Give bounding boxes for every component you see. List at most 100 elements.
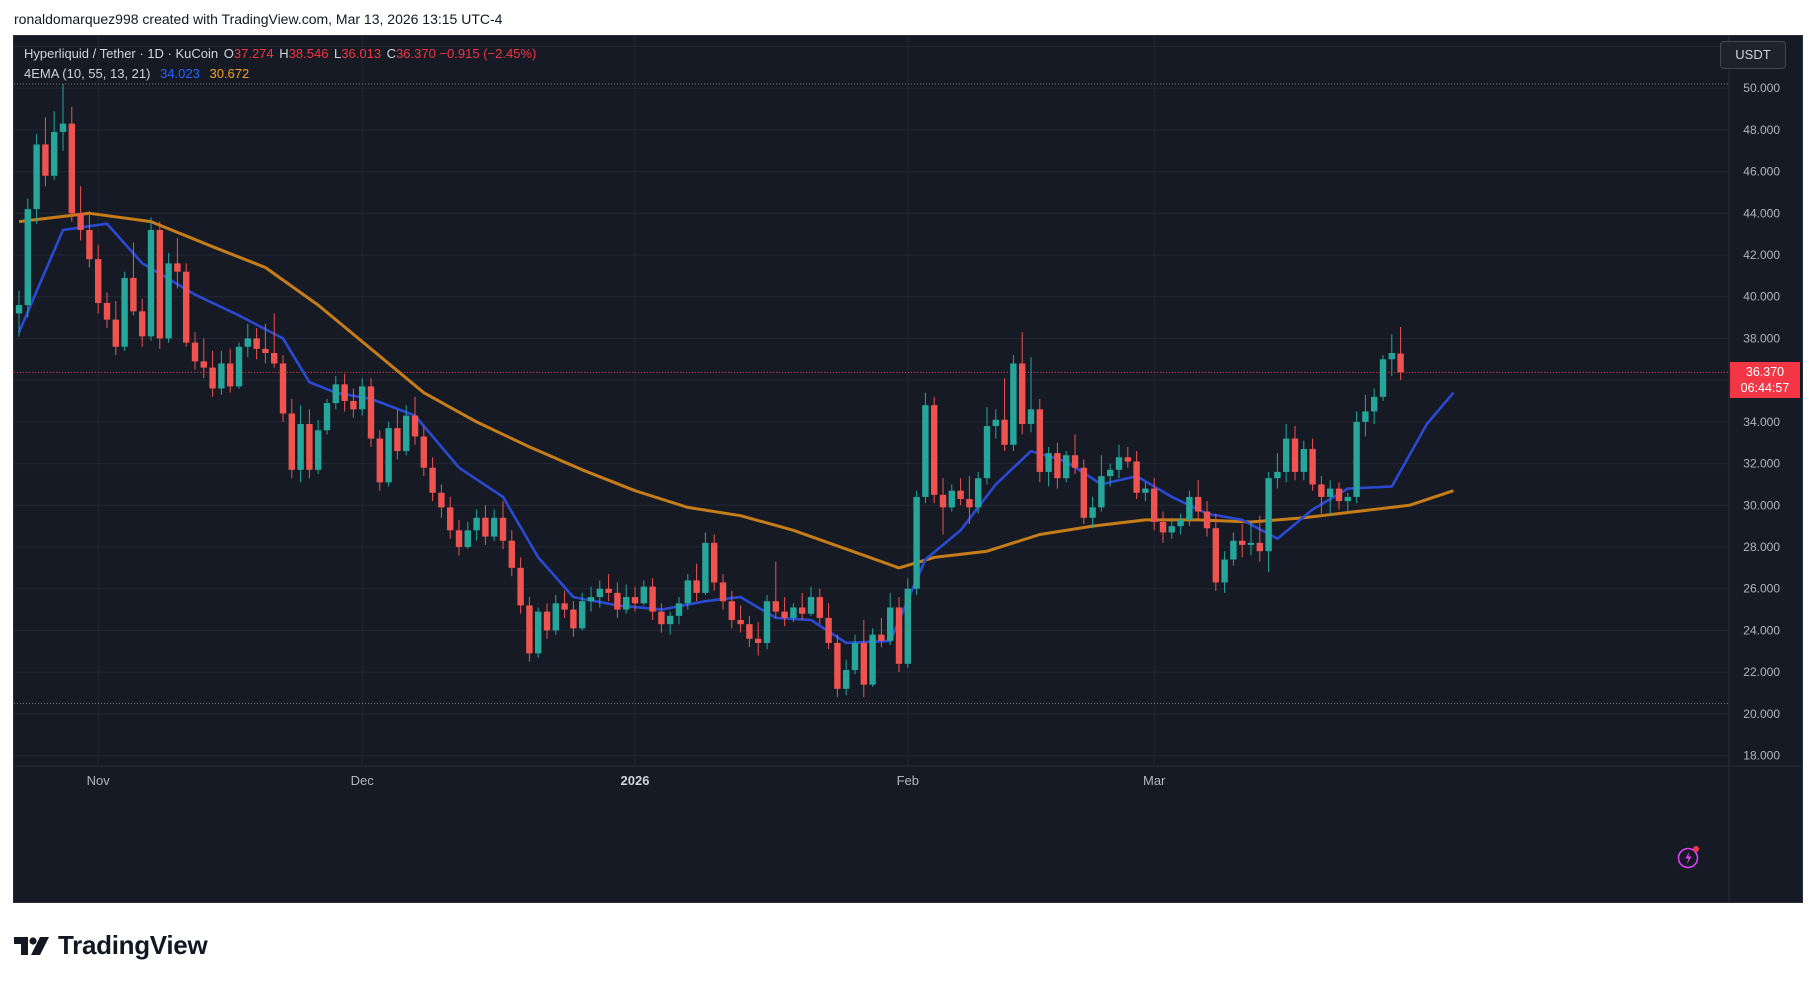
candle-body — [1344, 496, 1351, 502]
candle-body — [1133, 461, 1140, 493]
price-tick-label: 30.000 — [1743, 498, 1780, 512]
currency-button[interactable]: USDT — [1720, 41, 1786, 69]
change-value: −0.915 (−2.45%) — [439, 46, 537, 61]
open-value: 37.274 — [233, 46, 274, 61]
candle-body — [1274, 471, 1281, 479]
candle — [103, 292, 111, 328]
candle — [1151, 478, 1158, 531]
candle — [904, 578, 911, 668]
candle-body — [816, 597, 823, 618]
candle — [790, 603, 797, 623]
candle — [799, 592, 806, 620]
candle-body — [992, 419, 999, 427]
candle — [438, 484, 445, 518]
candle-body — [860, 642, 867, 685]
chart-credit: ronaldomarquez998 created with TradingVi… — [14, 11, 503, 27]
candle-body — [341, 384, 348, 401]
candle-body — [332, 384, 339, 404]
candle — [596, 580, 603, 608]
candle-body — [887, 607, 894, 641]
candle — [1256, 515, 1263, 562]
candle-body — [1151, 488, 1158, 522]
candle — [1362, 394, 1369, 437]
candle — [235, 342, 243, 389]
candle-body — [1379, 359, 1387, 397]
close-key: C — [386, 46, 397, 61]
candle-body — [183, 271, 190, 343]
candle — [1010, 355, 1017, 452]
candle — [895, 597, 903, 673]
candle-body — [491, 517, 498, 537]
candle-body — [262, 348, 269, 354]
candle-body — [535, 611, 542, 654]
candle — [1388, 334, 1395, 376]
candle-body — [1335, 488, 1343, 502]
candle — [887, 592, 894, 646]
candle — [121, 271, 128, 351]
candle — [147, 217, 155, 341]
candle — [1124, 446, 1131, 468]
candle-body — [799, 607, 806, 614]
candle — [816, 588, 823, 625]
candle — [499, 501, 507, 550]
candle — [1089, 496, 1096, 529]
candle — [869, 628, 876, 687]
candle-body — [323, 403, 331, 431]
candle-body — [948, 490, 955, 508]
candle — [772, 561, 779, 618]
candle-body — [1054, 453, 1061, 479]
candle-body — [1247, 542, 1255, 545]
candle — [1045, 446, 1052, 487]
candle-body — [297, 423, 304, 470]
candle — [68, 106, 75, 222]
candle-body — [825, 617, 832, 643]
candle — [165, 252, 172, 343]
candle-body — [1089, 507, 1096, 518]
candle-body — [587, 597, 595, 602]
chart-panel[interactable]: 18.000 20.000 22.000 24.000 26.000 28.000 30.0… — [13, 35, 1803, 903]
candle — [1071, 434, 1079, 474]
candle — [1247, 521, 1255, 556]
candle — [191, 332, 199, 370]
candle-body — [702, 542, 709, 593]
candle-body — [394, 428, 401, 452]
candle — [429, 457, 436, 502]
candle — [684, 574, 691, 610]
candle — [728, 590, 735, 629]
candle-body — [983, 426, 991, 479]
candle-body — [482, 517, 489, 537]
candle — [139, 298, 146, 347]
candle — [244, 323, 251, 358]
indicator-row[interactable]: 4EMA (10, 55, 13, 21) 34.023 30.672 — [24, 64, 536, 84]
candle-body — [693, 580, 700, 593]
candle — [1239, 524, 1246, 558]
candle — [332, 375, 339, 410]
candle-body — [1212, 528, 1219, 583]
time-tick-label: Feb — [897, 773, 919, 788]
lightning-alert-icon[interactable] — [1676, 844, 1702, 870]
candle-body — [464, 530, 471, 547]
candle — [1063, 451, 1070, 483]
candle — [702, 532, 709, 595]
brand-name: TradingView — [58, 930, 208, 960]
candle-body — [271, 353, 278, 364]
candle — [183, 263, 190, 347]
candlestick-chart[interactable]: 18.000 20.000 22.000 24.000 26.000 28.000 30.0… — [14, 36, 1802, 902]
horizontal-lines — [14, 83, 1729, 704]
candle-body — [675, 603, 683, 616]
candle-body — [244, 338, 251, 347]
candle-body — [605, 588, 612, 593]
brand-footer[interactable]: TradingView — [14, 930, 208, 961]
candle-body — [614, 592, 621, 610]
candle-body — [1071, 455, 1079, 468]
last-price-label: 36.370 06:44:57 — [1730, 362, 1800, 399]
candle-body — [1256, 542, 1263, 552]
candle — [306, 409, 313, 479]
candle-body — [975, 478, 982, 508]
candle-body — [403, 415, 410, 452]
candle-body — [1177, 519, 1184, 527]
candle-body — [561, 603, 568, 610]
candle-body — [746, 624, 753, 639]
candle-body — [174, 263, 181, 272]
candle-body — [763, 601, 771, 643]
